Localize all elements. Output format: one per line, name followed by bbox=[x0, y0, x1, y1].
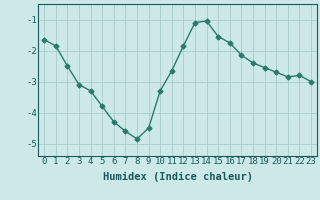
X-axis label: Humidex (Indice chaleur): Humidex (Indice chaleur) bbox=[103, 172, 252, 182]
